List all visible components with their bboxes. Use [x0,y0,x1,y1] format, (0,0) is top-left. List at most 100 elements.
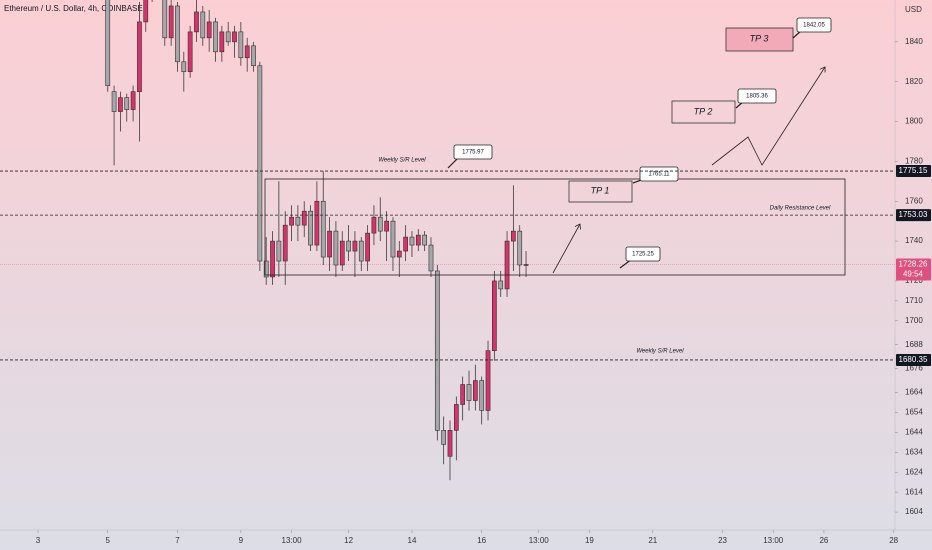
weekly-level-label: Weekly S/R Level [636,349,684,355]
candle-body [219,31,225,53]
candle-body [168,5,174,39]
candle-body [504,240,510,290]
candle-body [162,0,168,39]
currency-label: USD [905,5,922,14]
x-tick-label: 14 [408,536,417,545]
chart-title: Ethereum / U.S. Dollar, 4h, COINBASE [4,4,143,13]
candle-body [472,380,478,401]
candle-body [257,65,263,262]
candles [0,0,895,481]
candle-body [517,230,523,266]
arrow [552,224,580,274]
daily-level-label: Daily Resistance Level [770,206,831,212]
candle-body [352,240,358,252]
candle-body [282,224,288,262]
candle-body [434,270,440,431]
countdown-label: 49:54 [903,270,924,279]
y-tick-label: 1760 [905,196,923,205]
y-tick-label: 1820 [905,77,923,86]
candle-body [409,236,415,246]
y-tick-label: 1654 [905,408,923,417]
x-tick-label: 5 [106,536,111,545]
y-tick-label: 1740 [905,236,923,245]
x-tick-label: 19 [585,536,594,545]
candle-body [213,21,218,53]
annotations: Weekly S/R Level Weekly S/R Level Daily … [0,17,895,361]
y-tick-label: 1624 [905,467,923,476]
candle-body [415,234,421,246]
candle-body [327,230,332,258]
candle-body [339,240,345,266]
candle-body [289,216,294,226]
candle-body [422,234,428,246]
candle-body [124,97,130,110]
candle-body [238,31,244,59]
price-tag [896,353,931,366]
candle-body [276,240,282,262]
callout-label: 1765.11 [648,172,670,178]
candle-body [320,200,326,258]
x-tick-label: 13:00 [763,536,784,545]
price-tag [896,209,931,222]
callout-label: 1805.36 [746,94,768,100]
x-tick-label: 21 [648,536,657,545]
y-tick-label: 1710 [905,296,923,305]
x-tick-label: 28 [889,536,898,545]
y-tick-label: 1614 [905,487,923,496]
callout-label: 1775.97 [462,150,484,156]
x-tick-label: 3 [36,536,41,545]
candle-body [137,21,142,92]
callout: 1775.97 [447,144,493,169]
y-tick-label: 1688 [905,340,923,349]
price-tag-label: 1775.15 [899,166,928,175]
y-tick-label: 1644 [905,427,923,436]
candle-body [441,430,447,445]
x-tick-label: 7 [175,536,180,545]
callout-label: 1842.05 [803,23,825,29]
candle-body [111,91,117,112]
y-tick-label: 1676 [905,364,923,373]
candle-body [365,232,370,262]
y-tick-label: 1840 [905,37,923,46]
x-tick-label: 12 [344,536,353,545]
y-tick-label: 1604 [905,507,923,516]
callout: 1765.11 [632,166,679,184]
candle-body [270,240,275,278]
candle-body [377,216,383,232]
candle-body [358,240,364,262]
candle-body [498,280,504,290]
candle-body [175,5,180,63]
tp-box [671,100,736,124]
candle-body [447,430,453,457]
price-tag-label: 1753.03 [899,210,928,219]
candle-body [479,380,485,411]
tp-label: TP 2 [694,106,713,116]
y-tick-label: 1800 [905,117,923,126]
candle-body [346,240,351,252]
candle-body [523,264,529,266]
tp-box [725,27,794,52]
candle-body [403,236,408,252]
candle-body [251,45,256,67]
candle-body [143,0,149,23]
candle-body [466,384,472,401]
candle-body [232,31,237,43]
candle-body [181,61,187,73]
last-price-label: 1728.26 [899,260,928,269]
candle-body [263,260,269,278]
candle-body [105,0,111,86]
x-tick-label: 9 [239,536,244,545]
candle-body [206,21,212,39]
candle-body [511,230,516,242]
candle-body [130,91,136,110]
price-tag [896,165,931,178]
candle-body [390,220,396,258]
candle-body [308,210,313,246]
x-tick-label: 16 [477,536,486,545]
y-tick-label: 1664 [905,388,923,397]
candle-body [460,384,466,405]
candle-body [371,216,377,234]
arrow [711,67,825,166]
